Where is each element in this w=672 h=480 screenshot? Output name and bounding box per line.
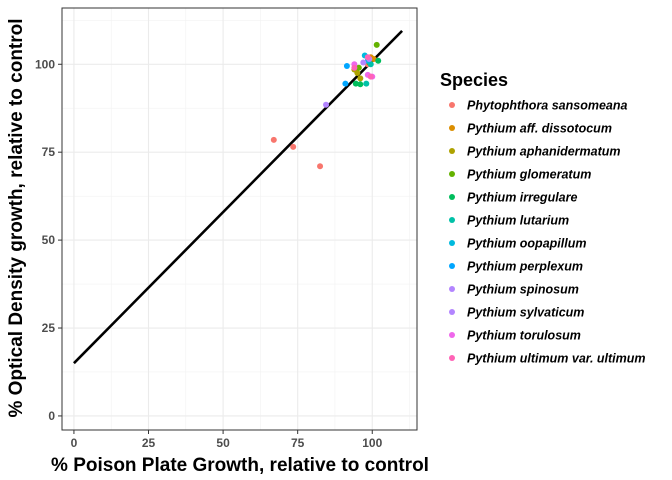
- data-point: [317, 163, 324, 170]
- x-tick-label: 50: [216, 436, 230, 450]
- plot-area: [61, 7, 418, 431]
- data-point: [375, 57, 382, 64]
- x-axis-title: % Poison Plate Growth, relative to contr…: [51, 455, 429, 476]
- legend-key: [449, 102, 455, 108]
- legend-label: Pythium ultimum var. ultimum: [467, 352, 646, 366]
- legend-key: [449, 148, 455, 154]
- fit-line: [73, 29, 404, 365]
- y-tick-label: 75: [42, 145, 56, 159]
- y-tick-label: 25: [42, 321, 56, 335]
- legend-key: [449, 217, 455, 223]
- legend-key: [449, 125, 455, 131]
- data-point: [342, 80, 349, 87]
- data-point: [270, 136, 277, 143]
- x-tick-label: 25: [142, 436, 156, 450]
- x-tick-label: 100: [362, 436, 382, 450]
- legend-label: Pythium torulosum: [467, 329, 581, 343]
- legend-key: [449, 332, 455, 338]
- legend-label: Pythium irregulare: [467, 191, 577, 205]
- legend-label: Pythium oopapillum: [467, 237, 586, 251]
- y-tick-label: 0: [48, 409, 55, 423]
- legend-key: [449, 194, 455, 200]
- data-point: [357, 81, 364, 88]
- data-point: [323, 101, 330, 108]
- legend-label: Pythium spinosum: [467, 283, 579, 297]
- legend-label: Pythium aphanidermatum: [467, 145, 621, 159]
- y-tick-label: 100: [35, 57, 55, 71]
- legend-label: Pythium aff. dissotocum: [467, 122, 612, 136]
- legend-label: Pythium perplexum: [467, 260, 583, 274]
- data-point: [351, 64, 358, 71]
- data-point: [290, 143, 297, 150]
- data-point: [357, 75, 364, 82]
- legend-key: [449, 286, 455, 292]
- data-point: [364, 54, 371, 61]
- legend-key: [449, 355, 455, 361]
- x-axis-ticks: 0 25 50 75 100: [71, 430, 383, 450]
- legend-label: Pythium glomeratum: [467, 168, 591, 182]
- x-tick-label: 75: [291, 436, 305, 450]
- y-tick-label: 50: [42, 233, 56, 247]
- data-point: [363, 80, 370, 87]
- legend-title: Species: [440, 70, 508, 90]
- plot-border: [61, 7, 418, 431]
- data-point: [355, 64, 362, 71]
- data-point: [354, 70, 361, 77]
- legend-key: [449, 240, 455, 246]
- data-point: [367, 73, 374, 80]
- legend-label: Phytophthora sansomeana: [467, 99, 627, 113]
- data-point: [352, 80, 359, 87]
- legend: Species Phytophthora sansomeana Pythium a…: [440, 70, 646, 366]
- data-point: [343, 63, 350, 70]
- y-axis-ticks: 0 25 50 75 100: [35, 57, 62, 423]
- legend-label: Pythium sylvaticum: [467, 306, 584, 320]
- data-point: [373, 41, 380, 48]
- legend-key: [449, 263, 455, 269]
- legend-key: [449, 171, 455, 177]
- legend-label: Pythium lutarium: [467, 214, 569, 228]
- x-tick-label: 0: [71, 436, 78, 450]
- data-point: [360, 59, 367, 66]
- y-axis-title: % Optical Density growth, relative to co…: [6, 18, 27, 417]
- legend-key: [449, 309, 455, 315]
